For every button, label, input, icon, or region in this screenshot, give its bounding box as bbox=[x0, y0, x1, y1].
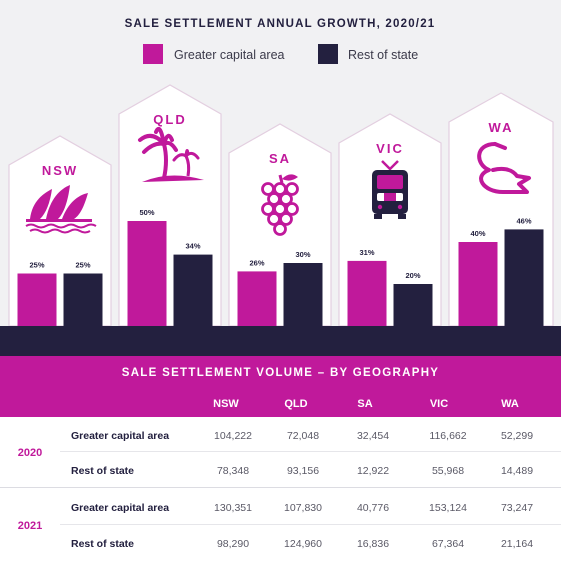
row-divider bbox=[60, 451, 561, 452]
category-label-sa: SA bbox=[269, 151, 291, 166]
row-divider bbox=[60, 524, 561, 525]
table-body: 2020 Greater capital area 104,222 72,048… bbox=[0, 417, 561, 561]
bar-greater-capital-wa bbox=[458, 242, 498, 326]
column-header-sa: SA bbox=[357, 398, 373, 410]
table-cell: 52,299 bbox=[500, 430, 534, 442]
data-label: 25% bbox=[29, 261, 44, 270]
palm-trees-icon bbox=[138, 127, 204, 182]
table-cell: 98,290 bbox=[216, 538, 250, 550]
data-label: 34% bbox=[185, 242, 200, 251]
table-cell: 21,164 bbox=[500, 538, 534, 550]
year-label-2020: 2020 bbox=[17, 447, 43, 459]
data-label: 20% bbox=[405, 271, 420, 280]
table-cell: 14,489 bbox=[500, 465, 534, 477]
column-header-vic: VIC bbox=[429, 398, 449, 410]
table-cell: 67,364 bbox=[431, 538, 465, 550]
bar-greater-capital-sa bbox=[237, 271, 277, 326]
data-label: 31% bbox=[359, 248, 374, 257]
data-label: 46% bbox=[516, 216, 531, 225]
column-header-wa: WA bbox=[501, 398, 519, 410]
table-cell: 12,922 bbox=[356, 465, 390, 477]
legend-label-greater-capital: Greater capital area bbox=[174, 48, 285, 62]
data-label: 40% bbox=[470, 229, 485, 238]
table-cell: 55,968 bbox=[431, 465, 465, 477]
chart-title: SALE SETTLEMENT ANNUAL GROWTH, 2020/21 bbox=[125, 18, 436, 30]
category-label-wa: WA bbox=[489, 120, 514, 135]
column-header-nsw: NSW bbox=[213, 398, 239, 410]
table-cell: 116,662 bbox=[429, 430, 467, 442]
row-label: Greater capital area bbox=[71, 502, 170, 514]
chart-base-band bbox=[0, 326, 561, 356]
legend: Greater capital area Rest of state bbox=[143, 44, 418, 64]
legend-label-rest-of-state: Rest of state bbox=[348, 48, 418, 62]
year-label-2021: 2021 bbox=[17, 520, 43, 532]
bar-rest-of-state-vic bbox=[393, 284, 433, 326]
table-cell: 73,247 bbox=[500, 502, 534, 514]
row-label: Greater capital area bbox=[71, 430, 170, 442]
table-title: SALE SETTLEMENT VOLUME – BY GEOGRAPHY bbox=[121, 367, 440, 379]
legend-swatch-rest-of-state bbox=[318, 44, 338, 64]
category-label-vic: VIC bbox=[376, 141, 404, 156]
category-label-nsw: NSW bbox=[42, 163, 78, 178]
opera-house-icon bbox=[25, 185, 97, 234]
bar-greater-capital-qld bbox=[127, 221, 167, 326]
table-cell: 104,222 bbox=[214, 430, 252, 442]
table-cell: 130,351 bbox=[214, 502, 252, 514]
table-cell: 124,960 bbox=[284, 538, 322, 550]
year-divider bbox=[0, 487, 561, 488]
table-cell: 107,830 bbox=[284, 502, 322, 514]
table-cell: 32,454 bbox=[356, 430, 390, 442]
bar-rest-of-state-sa bbox=[283, 263, 323, 326]
grapes-icon bbox=[261, 174, 299, 236]
table-cell: 78,348 bbox=[216, 465, 250, 477]
table-header-band: SALE SETTLEMENT VOLUME – BY GEOGRAPHY NS… bbox=[0, 356, 561, 417]
bar-rest-of-state-wa bbox=[504, 229, 544, 326]
bar-greater-capital-nsw bbox=[17, 273, 57, 326]
volume-table: SALE SETTLEMENT VOLUME – BY GEOGRAPHY NS… bbox=[0, 356, 561, 561]
column-header-qld: QLD bbox=[284, 398, 308, 410]
data-label: 50% bbox=[139, 208, 154, 217]
data-label: 30% bbox=[295, 250, 310, 259]
data-label: 26% bbox=[249, 258, 264, 267]
table-cell: 16,836 bbox=[356, 538, 390, 550]
row-label: Rest of state bbox=[71, 465, 135, 477]
table-cell: 153,124 bbox=[429, 502, 467, 514]
table-cell: 72,048 bbox=[286, 430, 320, 442]
row-label: Rest of state bbox=[71, 538, 135, 550]
bar-rest-of-state-qld bbox=[173, 254, 213, 326]
table-cell: 40,776 bbox=[356, 502, 390, 514]
data-label: 25% bbox=[75, 261, 90, 270]
growth-bar-chart: SALE SETTLEMENT ANNUAL GROWTH, 2020/21 G… bbox=[0, 18, 561, 356]
table-cell: 93,156 bbox=[286, 465, 320, 477]
legend-swatch-greater-capital bbox=[143, 44, 163, 64]
tram-icon bbox=[372, 160, 408, 219]
swan-icon bbox=[477, 142, 531, 194]
category-label-qld: QLD bbox=[153, 112, 186, 127]
bar-greater-capital-vic bbox=[347, 260, 387, 326]
bar-rest-of-state-nsw bbox=[63, 273, 103, 326]
